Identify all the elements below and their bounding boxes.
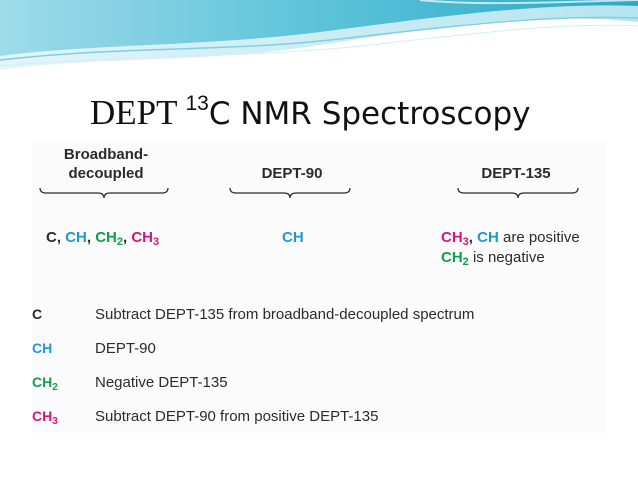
header-line: decoupled <box>68 165 144 182</box>
key-description: Subtract DEPT-90 from positive DEPT-135 <box>95 408 379 425</box>
negative-note: is negative <box>472 249 545 266</box>
header-wave-graphic <box>0 0 638 70</box>
key-row-c: C Subtract DEPT-135 from broadband-decou… <box>32 306 606 328</box>
key-label: C <box>32 306 42 322</box>
title-dept: DEPT <box>90 93 178 132</box>
formula-subscript: 2 <box>52 382 58 393</box>
key-label: CH2 <box>32 374 58 393</box>
formula-base: CH <box>441 229 463 246</box>
signal-c: C <box>46 229 57 246</box>
key-row-ch: CH DEPT-90 <box>32 340 606 362</box>
formula-base: C <box>32 306 43 322</box>
brace-dept90 <box>229 187 351 199</box>
formula-base: CH <box>131 229 154 246</box>
formula-base: CH <box>32 374 53 390</box>
dept135-negative-signals: CH2 is negative <box>441 249 545 268</box>
key-row-ch3: CH3 Subtract DEPT-90 from positive DEPT-… <box>32 408 606 430</box>
formula-subscript: 2 <box>462 256 469 268</box>
key-label: CH <box>32 340 52 356</box>
signal-ch: CH <box>477 229 499 246</box>
signal-ch3: CH3 <box>441 229 469 248</box>
title-rest: C NMR Spectroscopy <box>208 96 531 132</box>
dept135-positive-signals: CH3, CH are positive <box>441 229 580 248</box>
formula-subscript: 3 <box>52 416 58 427</box>
formula-subscript: 3 <box>153 236 160 248</box>
signal-ch2: CH2 <box>441 249 469 268</box>
dept90-signals: CH <box>282 229 304 246</box>
formula-base: CH <box>95 229 117 246</box>
formula-subscript: 3 <box>462 236 469 248</box>
key-description: Subtract DEPT-135 from broadband-decoupl… <box>95 306 475 323</box>
header-line: Broadband- <box>63 146 149 163</box>
separator-comma: , <box>468 229 473 246</box>
formula-subscript: 2 <box>116 236 123 248</box>
header-line: DEPT-135 <box>481 165 551 182</box>
column-header-dept90: DEPT-90 <box>232 164 352 183</box>
formula-base: CH <box>32 408 53 424</box>
broadband-signals: C, CH, CH2, CH3 <box>46 229 159 248</box>
key-description: Negative DEPT-135 <box>95 374 228 391</box>
key-description: DEPT-90 <box>95 340 156 357</box>
signal-ch2: CH2 <box>95 229 123 248</box>
slide-title: DEPT 13C NMR Spectroscopy <box>90 82 531 136</box>
key-row-ch2: CH2 Negative DEPT-135 <box>32 374 606 396</box>
signal-ch3: CH3 <box>131 229 160 248</box>
key-label: CH3 <box>32 408 58 427</box>
brace-broadband <box>39 187 169 199</box>
signal-ch: CH <box>65 229 87 246</box>
separator-comma: , <box>56 229 62 246</box>
signal-ch: CH <box>282 229 304 246</box>
brace-dept135 <box>457 187 579 199</box>
positive-note: are positive <box>502 229 580 246</box>
title-superscript: 13 <box>185 92 209 115</box>
column-header-broadband: Broadband- decoupled <box>46 145 166 183</box>
formula-base: CH <box>441 249 463 266</box>
separator-comma: , <box>86 229 92 246</box>
column-header-dept135: DEPT-135 <box>456 164 576 183</box>
header-line: DEPT-90 <box>261 165 323 182</box>
dept-figure-panel: Broadband- decoupled DEPT-90 DEPT-135 C,… <box>32 141 606 433</box>
separator-comma: , <box>123 229 128 246</box>
formula-base: CH <box>32 340 53 356</box>
